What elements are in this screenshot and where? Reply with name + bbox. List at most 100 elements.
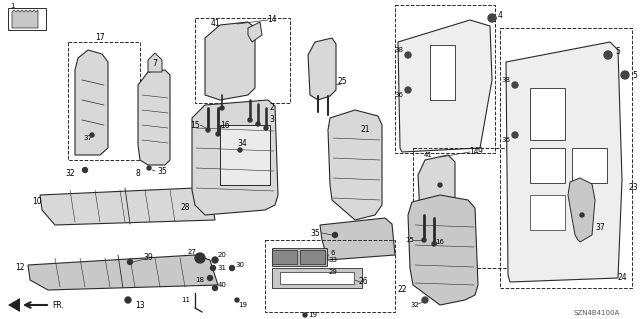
Text: 33: 33 — [328, 257, 337, 263]
Text: 30: 30 — [236, 262, 244, 268]
Text: 19: 19 — [308, 312, 317, 318]
Polygon shape — [192, 100, 278, 215]
Text: 36: 36 — [501, 137, 510, 143]
Text: 38: 38 — [394, 47, 403, 53]
Circle shape — [125, 297, 131, 303]
Text: 32: 32 — [65, 168, 75, 177]
Text: 40: 40 — [218, 282, 227, 288]
Text: 3: 3 — [269, 115, 275, 124]
Circle shape — [405, 52, 411, 58]
Polygon shape — [320, 218, 395, 260]
Bar — [530, 148, 565, 183]
Text: 20: 20 — [218, 252, 227, 258]
Bar — [572, 148, 607, 183]
Polygon shape — [8, 298, 20, 312]
Text: 26: 26 — [358, 278, 368, 286]
Circle shape — [333, 233, 337, 238]
Text: 24: 24 — [617, 273, 627, 283]
Circle shape — [621, 71, 629, 79]
Circle shape — [248, 118, 252, 122]
Circle shape — [438, 183, 442, 187]
Text: 15: 15 — [406, 237, 415, 243]
Text: 36: 36 — [394, 92, 403, 98]
Text: 4: 4 — [497, 11, 502, 20]
Circle shape — [147, 166, 151, 170]
Circle shape — [604, 51, 612, 59]
Text: 37: 37 — [83, 135, 93, 141]
Circle shape — [432, 242, 436, 246]
Text: SZN4B4100A: SZN4B4100A — [573, 310, 620, 316]
Bar — [430, 45, 455, 100]
Text: 41: 41 — [210, 19, 220, 28]
Circle shape — [235, 298, 239, 302]
Text: 35: 35 — [157, 167, 167, 175]
Circle shape — [90, 133, 94, 137]
Bar — [272, 250, 297, 264]
Text: 9: 9 — [477, 147, 483, 157]
Text: 10: 10 — [32, 197, 42, 206]
Circle shape — [238, 148, 242, 152]
Polygon shape — [205, 22, 255, 100]
Text: 31: 31 — [218, 265, 227, 271]
Polygon shape — [75, 50, 108, 155]
Text: 16: 16 — [220, 121, 230, 130]
Text: 34: 34 — [237, 138, 247, 147]
Text: 12: 12 — [15, 263, 25, 272]
Polygon shape — [12, 10, 38, 28]
Circle shape — [211, 265, 216, 271]
Circle shape — [303, 313, 307, 317]
Circle shape — [206, 128, 210, 132]
Bar — [68, 42, 140, 160]
Circle shape — [83, 167, 88, 173]
Text: FR.: FR. — [52, 300, 64, 309]
Bar — [195, 18, 290, 103]
Polygon shape — [408, 195, 478, 305]
Polygon shape — [418, 155, 455, 225]
Polygon shape — [568, 178, 595, 242]
Polygon shape — [506, 42, 622, 282]
Text: 25: 25 — [337, 78, 347, 86]
Polygon shape — [148, 53, 162, 72]
Text: 1: 1 — [10, 3, 15, 9]
Text: 15: 15 — [190, 121, 200, 130]
Text: 18: 18 — [195, 277, 205, 283]
Text: 23: 23 — [628, 183, 638, 192]
Circle shape — [580, 213, 584, 217]
Text: 32: 32 — [411, 302, 419, 308]
Text: 16: 16 — [435, 239, 445, 245]
Text: 38: 38 — [501, 77, 510, 83]
Text: 17: 17 — [95, 33, 105, 42]
Circle shape — [405, 87, 411, 93]
Text: 41: 41 — [424, 152, 433, 158]
Bar — [8, 8, 46, 30]
Text: 39: 39 — [143, 254, 153, 263]
Text: 8: 8 — [136, 169, 140, 179]
Text: 28: 28 — [180, 204, 189, 212]
Circle shape — [264, 126, 268, 130]
Text: 13: 13 — [135, 300, 145, 309]
Bar — [300, 250, 325, 264]
Bar — [395, 5, 495, 153]
Text: 27: 27 — [188, 249, 196, 255]
Text: 11: 11 — [182, 297, 191, 303]
Polygon shape — [138, 70, 170, 165]
Bar — [413, 148, 513, 268]
Text: 35: 35 — [310, 228, 320, 238]
Circle shape — [512, 82, 518, 88]
Bar — [500, 28, 632, 288]
Polygon shape — [40, 188, 215, 225]
Circle shape — [230, 265, 234, 271]
Circle shape — [127, 259, 132, 264]
Circle shape — [195, 253, 205, 263]
Bar — [280, 272, 354, 284]
Text: 7: 7 — [152, 60, 157, 69]
Text: 29: 29 — [328, 269, 337, 275]
Bar — [530, 88, 565, 140]
Text: 37: 37 — [595, 224, 605, 233]
Text: 21: 21 — [360, 125, 370, 135]
Circle shape — [512, 132, 518, 138]
Text: 14: 14 — [267, 14, 277, 24]
Polygon shape — [28, 255, 218, 290]
Circle shape — [422, 297, 428, 303]
Polygon shape — [248, 22, 262, 42]
